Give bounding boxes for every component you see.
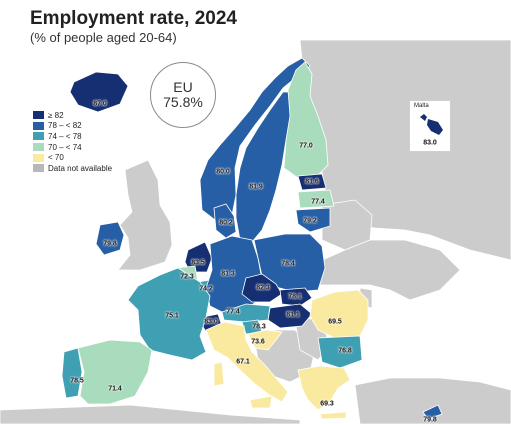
lithuania-shape [295, 207, 331, 233]
spain-shape [77, 339, 153, 405]
value-label-austria: 77.4 [226, 308, 240, 316]
malta-inset: Malta 83.0 [409, 100, 451, 152]
legend-label: Data not available [48, 163, 113, 173]
estonia-shape [297, 173, 327, 191]
eu-average-badge: EU 75.8% [150, 62, 216, 128]
legend-item: 74 – < 78 [33, 131, 112, 142]
value-label-luxembourg: 74.2 [199, 285, 213, 293]
legend-swatch [33, 132, 44, 141]
value-label-belgium: 72.3 [180, 273, 194, 281]
legend-label: 70 – < 74 [48, 142, 82, 152]
sicily-shape [249, 395, 273, 409]
greece-shape [297, 365, 351, 411]
eu-value: 75.8% [163, 94, 203, 110]
value-label-norway: 80.0 [216, 168, 230, 176]
page-title: Employment rate, 2024 [30, 8, 237, 29]
legend-swatch [33, 153, 44, 162]
value-label-croatia: 73.6 [251, 338, 265, 346]
page-subtitle: (% of people aged 20-64) [30, 30, 177, 45]
value-label-cyprus: 79.8 [423, 416, 437, 424]
iceland-shape [69, 71, 129, 113]
norway-shape [199, 57, 311, 221]
legend: ≥ 82 78 – < 82 74 – < 78 70 – < 74 < 70 … [33, 110, 112, 174]
italy-shape [205, 321, 289, 403]
value-label-lithuania: 79.2 [303, 217, 317, 225]
value-label-spain: 71.4 [108, 385, 122, 393]
legend-label: ≥ 82 [48, 110, 64, 120]
value-label-netherlands: 83.5 [191, 259, 205, 267]
legend-item: Data not available [33, 163, 112, 174]
malta-value: 83.0 [423, 139, 437, 147]
czechia-shape [241, 273, 283, 303]
value-label-czechia: 82.3 [256, 284, 270, 292]
malta-shape [420, 114, 443, 135]
value-label-ireland: 79.8 [103, 240, 117, 248]
portugal-shape [61, 347, 83, 399]
legend-label: < 70 [48, 153, 64, 163]
eu-label: EU [173, 79, 193, 95]
value-label-switzerland: 83.0 [204, 318, 218, 326]
non-eu-land [0, 39, 511, 424]
austria-shape [221, 303, 271, 323]
value-label-denmark: 80.2 [219, 219, 233, 227]
slovakia-shape [279, 287, 313, 307]
legend-swatch [33, 121, 44, 130]
romania-shape [309, 289, 369, 339]
uk-region [117, 159, 173, 271]
cyprus-shape [422, 404, 443, 420]
netherlands-shape [184, 241, 213, 273]
latvia-shape [297, 189, 335, 209]
denmark-shape [213, 203, 237, 239]
value-label-iceland: 87.0 [93, 100, 107, 108]
legend-swatch [33, 143, 44, 152]
eu-countries [61, 57, 443, 420]
value-label-sweden: 81.9 [249, 183, 263, 191]
malta-inset-title: Malta [414, 103, 429, 109]
value-label-greece: 69.3 [320, 400, 334, 408]
ireland-shape [95, 221, 125, 256]
sardinia-shape [213, 361, 225, 387]
value-label-poland: 78.4 [281, 260, 295, 268]
value-label-romania: 69.5 [328, 318, 342, 326]
legend-swatch [33, 164, 44, 173]
legend-label: 78 – < 82 [48, 121, 82, 131]
legend-item: 70 – < 74 [33, 142, 112, 153]
legend-label: 74 – < 78 [48, 131, 82, 141]
france-shape [127, 267, 211, 361]
value-label-portugal: 78.5 [70, 377, 84, 385]
value-label-latvia: 77.4 [311, 198, 325, 206]
value-label-hungary: 81.1 [286, 311, 300, 319]
value-label-estonia: 81.6 [305, 178, 319, 186]
value-label-germany: 81.3 [221, 270, 235, 278]
value-label-france: 75.1 [165, 312, 179, 320]
finland-shape [283, 61, 329, 179]
value-label-finland: 77.0 [299, 142, 313, 150]
legend-item: 78 – < 82 [33, 121, 112, 132]
bulgaria-shape [317, 335, 363, 369]
value-label-bulgaria: 76.8 [338, 347, 352, 355]
value-label-slovakia: 78.1 [288, 293, 302, 301]
ukraine-region [317, 239, 461, 301]
turkey-region [354, 377, 511, 424]
legend-item: ≥ 82 [33, 110, 112, 121]
legend-item: < 70 [33, 152, 112, 163]
value-label-italy: 67.1 [236, 358, 250, 366]
crete-shape [319, 411, 347, 420]
value-label-slovenia: 78.3 [252, 323, 266, 331]
sweden-shape [235, 91, 293, 243]
croatia-shape [247, 329, 283, 351]
legend-swatch [33, 111, 44, 120]
north-africa-region [0, 404, 301, 424]
poland-shape [253, 233, 326, 293]
